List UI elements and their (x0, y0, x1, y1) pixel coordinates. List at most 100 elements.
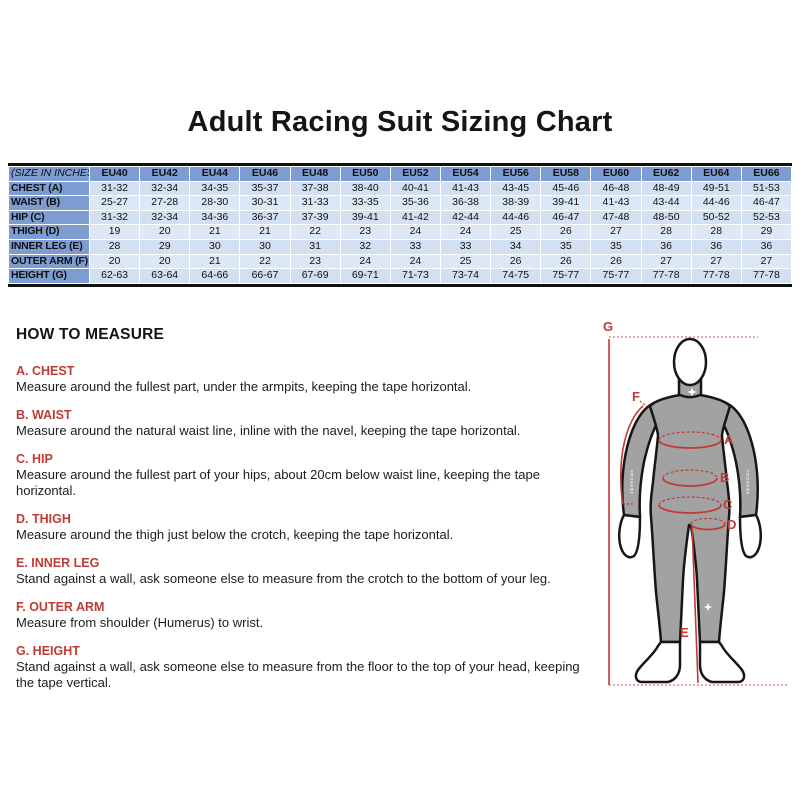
column-header: EU60 (591, 167, 641, 181)
size-cell: 26 (491, 254, 541, 269)
size-cell: 51-53 (741, 181, 791, 196)
outer-arm-bracket-f (620, 405, 644, 505)
size-cell: 75-77 (591, 269, 641, 283)
size-cell: 75-77 (541, 269, 591, 283)
waist-ellipse-b (662, 477, 718, 487)
measure-sections: A. CHEST Measure around the fullest part,… (16, 363, 594, 691)
size-cell: 32 (340, 239, 390, 254)
size-cell: 52-53 (741, 210, 791, 225)
size-cell: 21 (190, 254, 240, 269)
row-label: INNER LEG (E) (9, 239, 89, 254)
size-cell: 28 (641, 225, 691, 239)
size-cell: 47-48 (591, 210, 641, 225)
size-cell: 29 (140, 239, 190, 254)
measure-label: E. INNER LEG (16, 556, 100, 570)
table-row: OUTER ARM (F) 20 20 21 22 23 24 24 25 26 26 26 27 27 2… (9, 254, 791, 269)
size-cell: 44-46 (691, 196, 741, 210)
size-cell: 30-31 (240, 196, 290, 210)
how-to-measure-heading: HOW TO MEASURE (16, 326, 165, 343)
size-cell: 21 (240, 225, 290, 239)
size-cell: 77-78 (691, 269, 741, 283)
size-cell: 77-78 (641, 269, 691, 283)
measure-text: Stand against a wall, ask someone else t… (16, 659, 580, 690)
size-cell: 71-73 (390, 269, 440, 283)
measure-label: D. THIGH (16, 512, 71, 526)
size-cell: 26 (541, 254, 591, 269)
column-header: EU56 (491, 167, 541, 181)
size-cell: 26 (591, 254, 641, 269)
measure-section: G. HEIGHT Stand against a wall, ask someo… (16, 643, 594, 691)
size-cell: 31-33 (290, 196, 340, 210)
size-cell: 20 (90, 254, 140, 269)
size-cell: 48-49 (641, 181, 691, 196)
left-hand (617, 513, 642, 559)
measure-label: C. HIP (16, 452, 53, 466)
size-cell: 46-48 (591, 181, 641, 196)
size-cell: 27 (641, 254, 691, 269)
size-cell: 39-41 (340, 210, 390, 225)
measure-text: Measure around the thigh just below the … (16, 527, 454, 542)
size-cell: 73-74 (440, 269, 491, 283)
size-cell: 25 (440, 254, 491, 269)
size-cell: 19 (90, 225, 140, 239)
size-cell: 36 (741, 239, 791, 254)
measure-text: Measure around the fullest part of your … (16, 467, 540, 498)
size-cell: 26 (541, 225, 591, 239)
size-cell: 20 (140, 254, 190, 269)
row-label: WAIST (B) (9, 196, 89, 210)
size-cell: 37-38 (290, 181, 340, 196)
measure-text: Measure around the natural waist line, i… (16, 423, 521, 438)
column-header: EU50 (340, 167, 390, 181)
size-cell: 31 (290, 239, 340, 254)
size-cell: 41-43 (591, 196, 641, 210)
row-label: CHEST (A) (9, 181, 89, 196)
size-cell: 32-34 (140, 210, 190, 225)
how-to-measure: HOW TO MEASURE A. CHEST Measure around th… (16, 326, 594, 703)
size-cell: 25 (491, 225, 541, 239)
column-header: EU44 (190, 167, 240, 181)
size-cell: 35 (591, 239, 641, 254)
row-label: HEIGHT (G) (9, 269, 89, 283)
size-cell: 77-78 (741, 269, 791, 283)
figure-label-c: C (723, 497, 733, 512)
size-cell: 69-71 (340, 269, 390, 283)
size-cell: 27 (691, 254, 741, 269)
size-cell: 22 (290, 225, 340, 239)
size-table: (SIZE IN INCHES) EU40 EU42 EU44 EU46 EU48 EU50… (8, 163, 792, 287)
size-cell: 36-38 (440, 196, 491, 210)
right-foot (698, 640, 746, 684)
size-cell: 22 (240, 254, 290, 269)
size-cell: 25-27 (90, 196, 140, 210)
size-table-grid: (SIZE IN INCHES) EU40 EU42 EU44 EU46 EU48 EU50… (8, 166, 792, 284)
measure-text: Measure from shoulder (Humerus) to wrist… (16, 615, 264, 630)
measure-section: F. OUTER ARM Measure from shoulder (Humer… (16, 599, 594, 631)
size-cell: 50-52 (691, 210, 741, 225)
size-cell: 46-47 (541, 210, 591, 225)
measure-label: A. CHEST (16, 364, 75, 378)
size-cell: 24 (390, 225, 440, 239)
size-cell: 21 (190, 225, 240, 239)
size-cell: 42-44 (440, 210, 491, 225)
left-foot (634, 640, 682, 684)
table-row: THIGH (D) 19 20 21 21 22 23 24 24 25 26 27 28 28 29 (9, 225, 791, 239)
size-cell: 49-51 (691, 181, 741, 196)
size-cell: 32-34 (140, 181, 190, 196)
size-cell: 35-37 (240, 181, 290, 196)
size-cell: 38-40 (340, 181, 390, 196)
size-cell: 36 (691, 239, 741, 254)
brand-logo-shin (703, 602, 713, 612)
figure-label-e: E (680, 625, 689, 640)
size-cell: 33 (440, 239, 491, 254)
figure-label-d: D (727, 517, 736, 532)
body-figure: alpinestars alpinestars G F A B C D E (596, 312, 796, 692)
size-cell: 27-28 (140, 196, 190, 210)
size-cell: 28-30 (190, 196, 240, 210)
brand-logo-chest (687, 387, 697, 397)
size-cell: 40-41 (390, 181, 440, 196)
size-cell: 27 (591, 225, 641, 239)
table-row: WAIST (B) 25-27 27-28 28-30 30-31 31-33 33-35 3… (9, 196, 791, 210)
size-cell: 24 (390, 254, 440, 269)
measure-section: E. INNER LEG Stand against a wall, ask so… (16, 555, 594, 587)
size-cell: 31-32 (90, 210, 140, 225)
size-cell: 74-75 (491, 269, 541, 283)
